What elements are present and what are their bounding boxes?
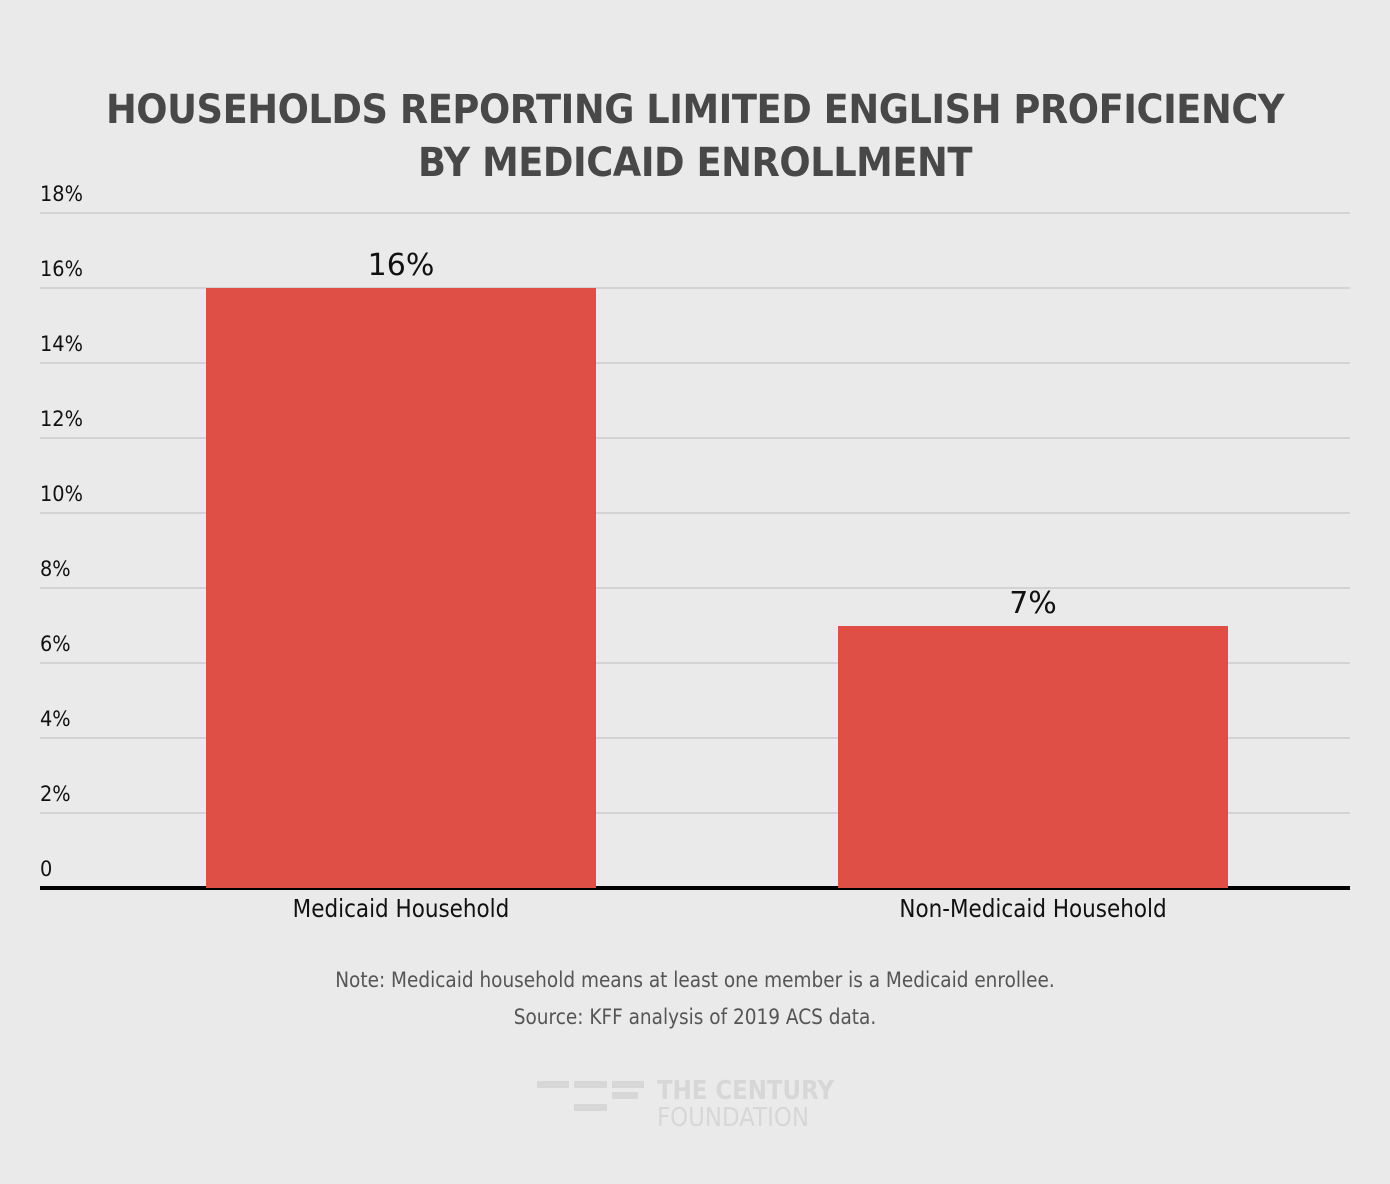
y-tick-label: 4%: [40, 707, 71, 731]
y-tick-label: 2%: [40, 782, 71, 806]
gridline: [40, 812, 1350, 814]
logo-mark-bar: [574, 1081, 607, 1088]
y-tick-label: 16%: [40, 257, 83, 281]
y-tick-label: 6%: [40, 632, 71, 656]
x-category-label: Medicaid Household: [292, 894, 510, 923]
y-tick-label: 18%: [40, 182, 83, 206]
bar-value-label: 16%: [367, 248, 435, 283]
chart-title-line-1: HOUSEHOLDS REPORTING LIMITED ENGLISH PRO…: [105, 87, 1285, 133]
logo-mark-bar: [574, 1104, 607, 1111]
plot-area: 0 2% 4% 6% 8% 10% 12% 14% 16% 18%: [40, 182, 1350, 888]
x-axis-line: [40, 886, 1350, 890]
y-tick-label: 10%: [40, 482, 83, 506]
bar: [838, 625, 1228, 888]
gridline: [40, 287, 1350, 289]
logo-mark-bar: [612, 1092, 638, 1099]
gridline: [40, 212, 1350, 214]
y-tick-label: 14%: [40, 332, 83, 356]
y-tick-label: 0: [40, 857, 53, 881]
logo-text-line-1: THE CENTURY: [657, 1076, 835, 1106]
gridline: [40, 362, 1350, 364]
gridline: [40, 512, 1350, 514]
chart-source: Source: KFF analysis of 2019 ACS data.: [513, 1005, 877, 1029]
logo-mark-bar: [612, 1081, 644, 1088]
chart-title-line-2: BY MEDICAID ENROLLMENT: [417, 140, 973, 186]
y-tick-label: 12%: [40, 407, 83, 431]
chart-title: HOUSEHOLDS REPORTING LIMITED ENGLISH PRO…: [56, 84, 1335, 190]
x-category-label: Non-Medicaid Household: [899, 894, 1167, 923]
gridline: [40, 587, 1350, 589]
chart-note: Note: Medicaid household means at least …: [335, 968, 1055, 992]
gridline: [40, 662, 1350, 664]
logo-mark-bar: [537, 1081, 569, 1088]
gridline: [40, 437, 1350, 439]
bar-value-label: 7%: [1009, 585, 1057, 621]
y-tick-label: 8%: [40, 557, 71, 581]
gridline: [40, 737, 1350, 739]
bar: [206, 288, 596, 888]
century-foundation-logo: THE CENTURY FOUNDATION: [536, 1078, 856, 1132]
logo-text-line-2: FOUNDATION: [657, 1103, 809, 1133]
